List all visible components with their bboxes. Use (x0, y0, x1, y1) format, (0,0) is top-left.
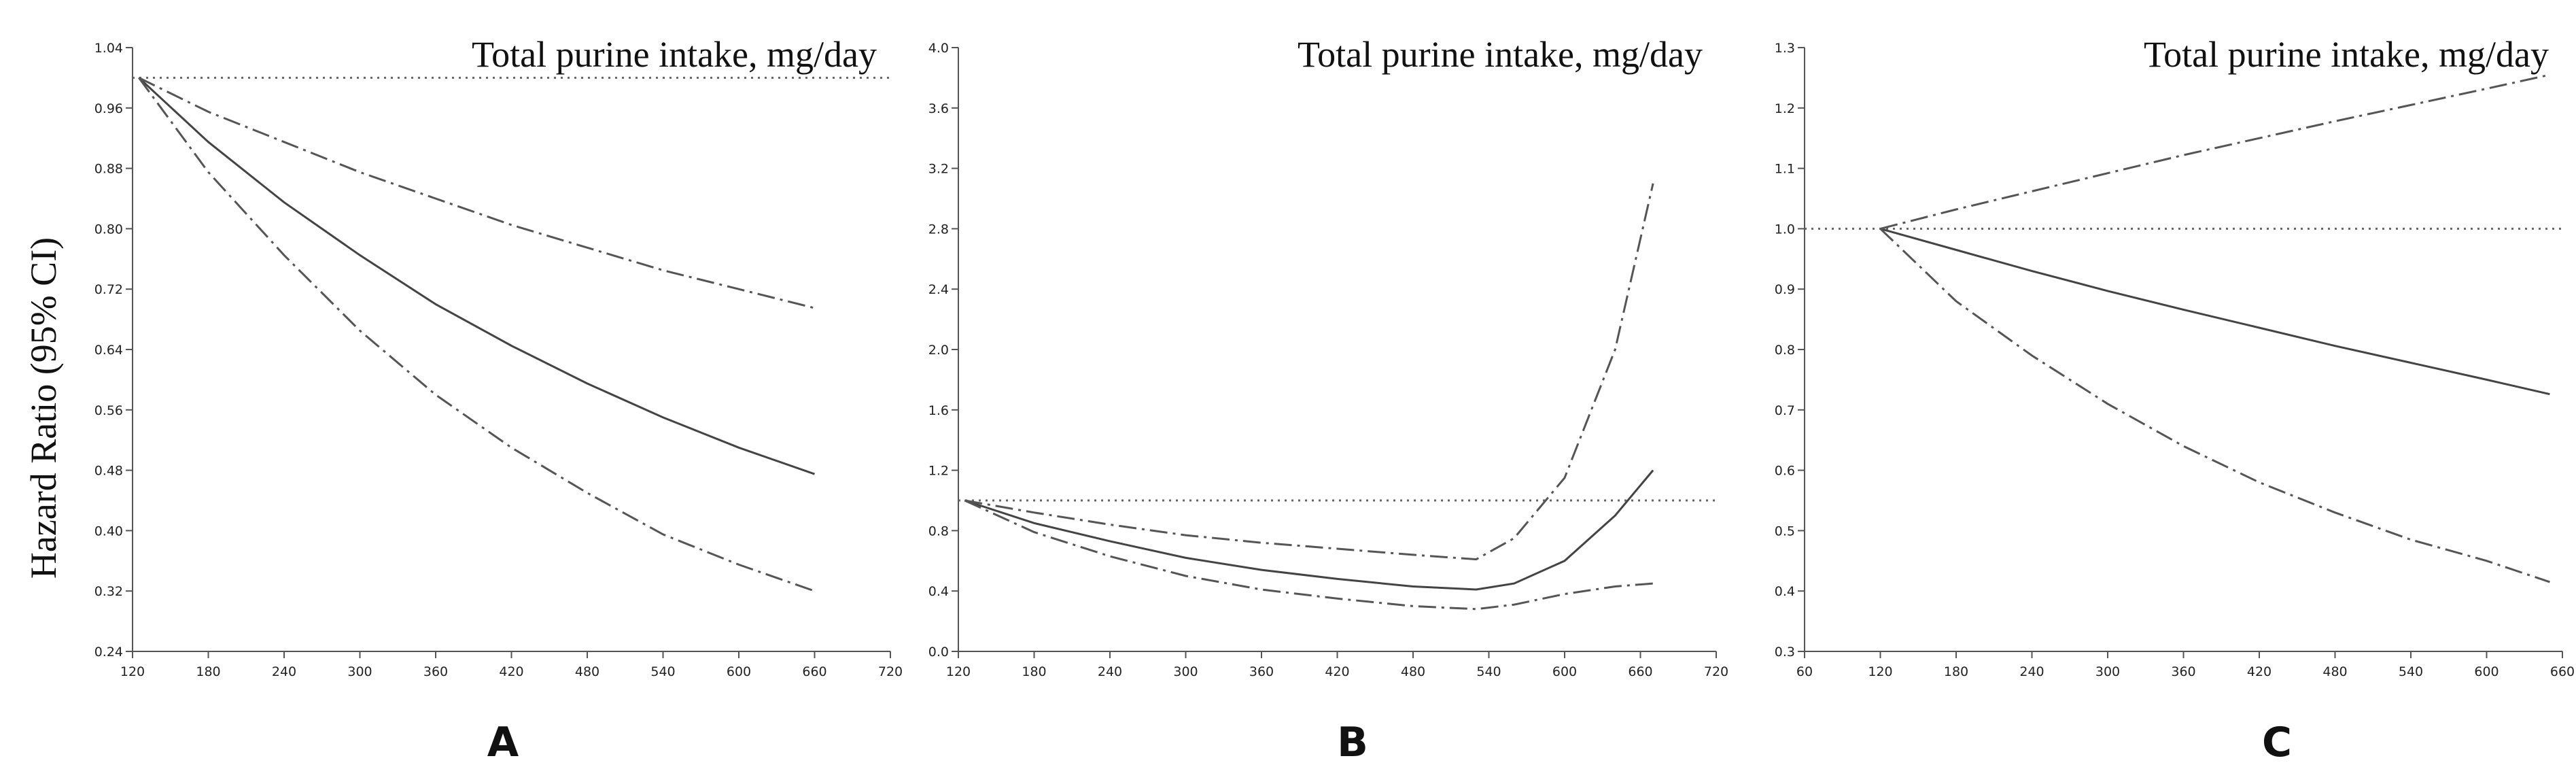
x-tick-label: 660 (2550, 664, 2575, 679)
upper-ci-line (964, 183, 1654, 561)
y-tick-label: 0.24 (94, 645, 123, 660)
x-tick-label: 300 (1173, 664, 1198, 679)
y-tick-label: 0.9 (1775, 282, 1795, 297)
panel-b: 0.0 0.4 0.8 1.2 1.6 2.0 2.4 2.8 3.2 3.6 4.0 120 180 2… (928, 34, 1728, 766)
y-tick-label: 2.4 (928, 282, 949, 297)
y-tick-label: 0.32 (94, 584, 123, 599)
lower-ci-line (964, 499, 1654, 611)
panel-letter: B (1337, 719, 1368, 766)
y-tick-label: 0.64 (94, 343, 123, 358)
panel-title: Total purine intake, mg/day (2144, 34, 2549, 75)
x-tick-label: 300 (347, 664, 372, 679)
y-tick-label: 0.72 (94, 282, 123, 297)
x-tick-label: 240 (2019, 664, 2044, 679)
x-tick-label: 240 (1098, 664, 1122, 679)
panel-letter: C (2262, 719, 2292, 766)
x-tick-label: 660 (1628, 664, 1652, 679)
y-tick-label: 1.6 (928, 403, 949, 418)
x-tick-label: 300 (2095, 664, 2120, 679)
x-tick-label: 120 (120, 664, 145, 679)
y-tick-label: 0.56 (94, 403, 123, 418)
x-tick-label: 360 (423, 664, 448, 679)
upper-ci-line (138, 77, 815, 309)
x-tick-label: 360 (2171, 664, 2195, 679)
y-tick-label: 0.4 (928, 584, 949, 599)
x-tick-label: 120 (1868, 664, 1892, 679)
x-tick-label: 420 (1325, 664, 1349, 679)
x-tick-label: 360 (1249, 664, 1274, 679)
x-tick-label: 420 (2247, 664, 2272, 679)
x-tick-label: 60 (1796, 664, 1813, 679)
x-tick-label: 480 (1401, 664, 1425, 679)
y-tick-label: 2.0 (928, 343, 949, 358)
y-tick-label: 1.04 (94, 41, 123, 56)
y-tick-label: 1.2 (1775, 101, 1795, 116)
y-tick-label: 0.88 (94, 162, 123, 177)
hazard-ratio-line (1880, 227, 2550, 396)
y-tick-label: 0.6 (1775, 464, 1795, 479)
lower-ci-line (138, 77, 815, 592)
panel-title: Total purine intake, mg/day (1298, 34, 1703, 75)
y-tick-label: 1.0 (1775, 222, 1795, 237)
hazard-ratio-line (138, 77, 815, 475)
lower-ci-line (1879, 228, 2550, 583)
x-tick-label: 480 (575, 664, 599, 679)
x-tick-label: 420 (499, 664, 523, 679)
x-tick-label: 660 (802, 664, 826, 679)
x-tick-label: 720 (878, 664, 903, 679)
y-tick-label: 0.8 (1775, 343, 1795, 358)
panel-c: 0.3 0.4 0.5 0.6 0.7 0.8 0.9 1.0 1.1 1.2 1.3 60 120 18… (1775, 34, 2575, 766)
x-tick-label: 600 (2474, 664, 2499, 679)
y-tick-label: 0.80 (94, 222, 123, 237)
x-tick-label: 600 (727, 664, 751, 679)
x-tick-label: 540 (2399, 664, 2423, 679)
y-tick-label: 0.0 (928, 645, 949, 660)
x-tick-label: 720 (1704, 664, 1728, 679)
y-tick-label: 0.7 (1775, 403, 1795, 418)
x-tick-label: 540 (650, 664, 675, 679)
y-tick-label: 4.0 (928, 41, 949, 56)
y-tick-label: 0.40 (94, 524, 123, 539)
y-tick-label: 0.5 (1775, 524, 1795, 539)
y-tick-label: 1.3 (1775, 41, 1795, 56)
panel-title: Total purine intake, mg/day (472, 34, 877, 75)
y-tick-label: 0.48 (94, 464, 123, 479)
y-tick-label: 3.6 (928, 101, 949, 116)
y-tick-label: 1.2 (928, 464, 949, 479)
x-tick-label: 180 (1944, 664, 1968, 679)
upper-ci-line (1880, 73, 2550, 230)
y-tick-label: 0.4 (1775, 584, 1795, 599)
y-tick-label: 0.3 (1775, 645, 1795, 660)
y-tick-label: 2.8 (928, 222, 949, 237)
x-tick-label: 480 (2322, 664, 2347, 679)
y-tick-label: 0.96 (94, 101, 123, 116)
x-tick-label: 600 (1552, 664, 1577, 679)
x-tick-label: 540 (1476, 664, 1501, 679)
y-axis-label: Hazard Ratio (95% CI) (23, 237, 64, 579)
y-tick-label: 1.1 (1775, 162, 1795, 177)
y-tick-label: 3.2 (928, 162, 949, 177)
hazard-ratio-line (964, 469, 1654, 591)
panel-a: 0.24 0.32 0.40 0.48 0.56 0.64 0.72 0.80 0.88 0.96… (94, 34, 903, 766)
x-tick-label: 240 (272, 664, 296, 679)
x-tick-label: 180 (196, 664, 220, 679)
y-tick-label: 0.8 (928, 524, 949, 539)
x-tick-label: 180 (1022, 664, 1046, 679)
panel-letter: A (487, 719, 519, 766)
x-tick-label: 120 (946, 664, 971, 679)
